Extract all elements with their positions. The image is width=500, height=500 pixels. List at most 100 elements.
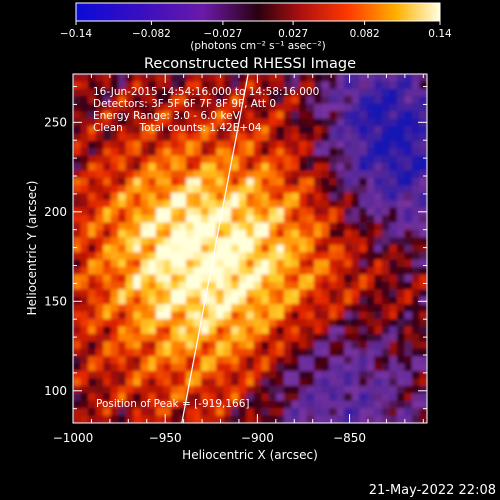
heatmap-cell xyxy=(336,81,345,90)
heatmap-cell xyxy=(411,267,421,276)
heatmap-cell xyxy=(321,415,330,423)
heatmap-cell xyxy=(178,185,187,194)
heatmap-cell xyxy=(389,244,398,253)
heatmap-cell xyxy=(351,281,360,290)
heatmap-cell xyxy=(73,259,82,268)
heatmap-cell xyxy=(321,125,330,135)
heatmap-cell xyxy=(73,155,82,164)
heatmap-cell xyxy=(216,163,225,172)
heatmap-cell xyxy=(163,259,172,268)
heatmap-cell xyxy=(201,385,210,394)
heatmap-cell xyxy=(103,148,112,157)
heatmap-cell xyxy=(231,341,240,350)
heatmap-cell xyxy=(329,140,338,149)
heatmap-cell xyxy=(201,363,210,372)
heatmap-cell xyxy=(238,229,247,238)
heatmap-cell xyxy=(411,103,421,112)
heatmap-cell xyxy=(80,267,89,276)
heatmap-cell xyxy=(163,118,172,127)
heatmap-cell xyxy=(321,408,330,417)
heatmap-cell xyxy=(283,185,293,194)
heatmap-cell xyxy=(351,304,360,313)
heatmap-cell xyxy=(155,289,164,298)
heatmap-cell xyxy=(178,274,187,283)
heatmap-cell xyxy=(314,319,323,328)
heatmap-cell xyxy=(223,244,232,253)
heatmap-cell xyxy=(193,385,202,394)
heatmap-cell xyxy=(231,378,240,387)
heatmap-cell xyxy=(298,400,308,409)
heatmap-cell xyxy=(261,155,270,164)
heatmap-cell xyxy=(374,326,383,335)
heatmap-cell xyxy=(321,274,330,283)
heatmap-cell xyxy=(389,385,398,394)
heatmap-cell xyxy=(178,304,187,313)
heatmap-cell xyxy=(344,378,353,387)
heatmap-cell xyxy=(193,393,202,402)
heatmap-cell xyxy=(336,155,345,164)
heatmap-cell xyxy=(374,96,383,105)
heatmap-cell xyxy=(216,252,225,261)
heatmap-cell xyxy=(216,244,225,253)
heatmap-cell xyxy=(118,140,127,149)
heatmap-cell xyxy=(155,222,164,231)
heatmap-cell xyxy=(223,333,232,342)
heatmap-cell xyxy=(261,333,270,342)
heatmap-cell xyxy=(80,163,89,172)
heatmap-cell xyxy=(268,385,277,394)
heatmap-cell xyxy=(155,148,164,157)
heatmap-cell xyxy=(73,371,82,380)
heatmap-cell xyxy=(298,281,308,290)
heatmap-cell xyxy=(88,215,97,224)
heatmap-cell xyxy=(344,348,353,357)
heatmap-cell xyxy=(246,185,255,194)
heatmap-cell xyxy=(411,96,421,105)
heatmap-cell xyxy=(359,163,368,172)
heatmap-cell xyxy=(268,296,277,305)
heatmap-cell xyxy=(359,326,368,335)
heatmap-cell xyxy=(178,200,187,209)
heatmap-cell xyxy=(246,140,255,149)
heatmap-cell xyxy=(336,200,345,209)
heatmap-cell xyxy=(140,200,149,209)
heatmap-cell xyxy=(261,304,270,313)
heatmap-cell xyxy=(283,125,293,135)
heatmap-cell xyxy=(321,140,330,149)
heatmap-cell xyxy=(291,319,300,328)
heatmap-cell xyxy=(201,133,210,142)
heatmap-cell xyxy=(404,296,413,305)
heatmap-cell xyxy=(246,296,255,305)
heatmap-cell xyxy=(223,215,232,224)
heatmap-cell xyxy=(193,319,202,328)
heatmap-cell xyxy=(231,133,240,142)
heatmap-cell xyxy=(110,319,119,328)
heatmap-cell xyxy=(336,237,345,246)
heatmap-cell xyxy=(306,88,315,97)
heatmap-cell xyxy=(314,192,323,201)
heatmap-cell xyxy=(133,155,142,164)
heatmap-cell xyxy=(103,341,112,350)
heatmap-cell xyxy=(223,393,232,402)
heatmap-cell xyxy=(366,371,375,380)
heatmap-cell xyxy=(314,304,323,313)
heatmap-cell xyxy=(411,118,421,127)
heatmap-cell xyxy=(261,111,270,120)
heatmap-cell xyxy=(155,140,164,149)
heatmap-cell xyxy=(103,74,112,83)
heatmap-cell xyxy=(103,192,112,201)
heatmap-cell xyxy=(118,177,127,186)
heatmap-cell xyxy=(170,371,180,380)
heatmap-cell xyxy=(178,148,187,157)
heatmap-cell xyxy=(148,96,157,105)
heatmap-cell xyxy=(283,289,293,298)
heatmap-cell xyxy=(411,259,421,268)
heatmap-cell xyxy=(148,118,157,127)
heatmap-cell xyxy=(261,222,270,231)
heatmap-cell xyxy=(125,207,134,216)
heatmap-cell xyxy=(283,81,293,90)
heatmap-cell xyxy=(261,252,270,261)
heatmap-cell xyxy=(261,244,270,253)
heatmap-cell xyxy=(314,125,323,135)
heatmap-cell xyxy=(261,207,270,216)
heatmap-cell xyxy=(374,163,383,172)
